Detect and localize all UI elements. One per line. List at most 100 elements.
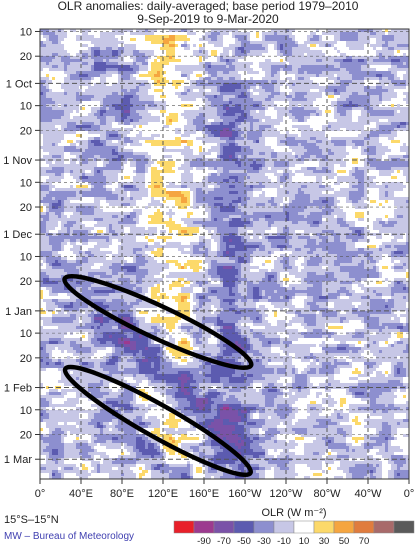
heatmap-cell: [343, 116, 346, 119]
heatmap-cell: [391, 53, 394, 56]
heatmap-cell: [400, 86, 403, 89]
heatmap-cell: [349, 98, 352, 101]
heatmap-cell: [139, 125, 142, 128]
heatmap-cell: [370, 119, 373, 122]
heatmap-cell: [205, 140, 208, 143]
heatmap-cell: [313, 146, 316, 149]
heatmap-cell: [337, 179, 340, 182]
heatmap-cell: [319, 35, 322, 38]
heatmap-cell: [106, 161, 109, 164]
heatmap-cell: [85, 71, 88, 74]
heatmap-cell: [67, 74, 70, 77]
heatmap-cell: [346, 188, 349, 191]
heatmap-cell: [250, 41, 253, 44]
heatmap-cell: [232, 188, 235, 191]
heatmap-cell: [106, 167, 109, 170]
heatmap-cell: [169, 149, 172, 152]
heatmap-cell: [217, 83, 220, 86]
heatmap-cell: [358, 122, 361, 125]
heatmap-cell: [46, 107, 49, 110]
heatmap-cell: [76, 89, 79, 92]
heatmap-cell: [247, 134, 250, 137]
heatmap-cell: [406, 167, 409, 170]
heatmap-cell: [40, 107, 43, 110]
heatmap-cell: [382, 89, 385, 92]
heatmap-cell: [376, 62, 379, 65]
heatmap-cell: [301, 155, 304, 158]
heatmap-cell: [319, 179, 322, 182]
heatmap-cell: [367, 74, 370, 77]
heatmap-cell: [238, 173, 241, 176]
heatmap-cell: [208, 92, 211, 95]
heatmap-cell: [352, 77, 355, 80]
heatmap-cell: [97, 65, 100, 68]
heatmap-cell: [55, 155, 58, 158]
heatmap-cell: [208, 161, 211, 164]
heatmap-cell: [331, 146, 334, 149]
heatmap-cell: [187, 104, 190, 107]
heatmap-cell: [217, 137, 220, 140]
heatmap-cell: [232, 101, 235, 104]
heatmap-cell: [160, 65, 163, 68]
heatmap-cell: [340, 56, 343, 59]
heatmap-cell: [319, 182, 322, 185]
heatmap-cell: [397, 56, 400, 59]
heatmap-cell: [265, 101, 268, 104]
heatmap-cell: [322, 74, 325, 77]
heatmap-cell: [403, 185, 406, 188]
heatmap-cell: [322, 188, 325, 191]
heatmap-cell: [295, 116, 298, 119]
heatmap-cell: [355, 65, 358, 68]
heatmap-cell: [58, 167, 61, 170]
heatmap-cell: [313, 86, 316, 89]
heatmap-cell: [109, 125, 112, 128]
heatmap-cell: [274, 131, 277, 134]
heatmap-cell: [280, 44, 283, 47]
heatmap-cell: [373, 128, 376, 131]
heatmap-cell: [310, 137, 313, 140]
heatmap-cell: [370, 131, 373, 134]
heatmap-cell: [58, 173, 61, 176]
heatmap-cell: [82, 44, 85, 47]
heatmap-cell: [49, 143, 52, 146]
heatmap-cell: [307, 86, 310, 89]
heatmap-cell: [256, 128, 259, 131]
heatmap-cell: [133, 113, 136, 116]
heatmap-cell: [52, 53, 55, 56]
heatmap-cell: [271, 38, 274, 41]
heatmap-cell: [43, 92, 46, 95]
heatmap-cell: [376, 86, 379, 89]
heatmap-cell: [379, 149, 382, 152]
heatmap-cell: [385, 59, 388, 62]
heatmap-cell: [280, 53, 283, 56]
heatmap-cell: [172, 143, 175, 146]
heatmap-cell: [97, 86, 100, 89]
heatmap-cell: [124, 137, 127, 140]
heatmap-cell: [163, 95, 166, 98]
heatmap-cell: [238, 38, 241, 41]
heatmap-cell: [322, 137, 325, 140]
heatmap-cell: [73, 161, 76, 164]
heatmap-cell: [319, 53, 322, 56]
heatmap-cell: [163, 188, 166, 191]
heatmap-cell: [232, 77, 235, 80]
heatmap-cell: [115, 44, 118, 47]
heatmap-cell: [115, 155, 118, 158]
heatmap-cell: [274, 185, 277, 188]
heatmap-cell: [160, 107, 163, 110]
heatmap-cell: [376, 41, 379, 44]
heatmap-cell: [232, 98, 235, 101]
heatmap-cell: [316, 131, 319, 134]
heatmap-cell: [145, 86, 148, 89]
heatmap-cell: [298, 113, 301, 116]
heatmap-cell: [331, 59, 334, 62]
heatmap-cell: [151, 143, 154, 146]
heatmap-cell: [49, 152, 52, 155]
heatmap-cell: [373, 152, 376, 155]
heatmap-cell: [367, 179, 370, 182]
heatmap-cell: [295, 107, 298, 110]
heatmap-cell: [328, 29, 331, 32]
heatmap-cell: [91, 98, 94, 101]
heatmap-cell: [67, 170, 70, 173]
heatmap-cell: [232, 143, 235, 146]
